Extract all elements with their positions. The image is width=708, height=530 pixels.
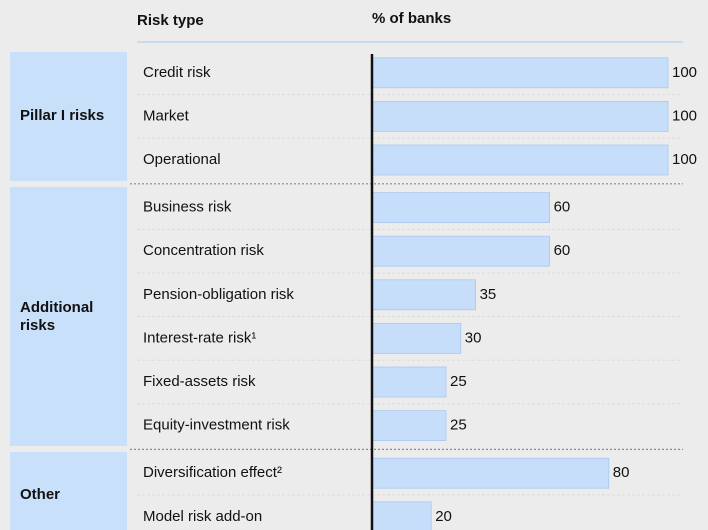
value-label: 60 [554,242,571,259]
bar [371,235,551,267]
bar [371,144,669,176]
category-label: Diversification effect² [143,464,282,481]
bar [371,279,476,311]
category-label: Credit risk [143,64,211,81]
category-label: Concentration risk [143,242,264,259]
value-label: 20 [435,508,452,525]
value-label: 25 [450,417,467,434]
value-label: 30 [465,329,482,346]
category-label: Equity-investment risk [143,417,290,434]
category-label: Market [143,107,190,124]
value-label: 35 [480,286,497,303]
bar [371,192,551,224]
bar [371,57,669,89]
value-label: 60 [554,199,571,216]
bar [371,322,462,354]
category-label: Operational [143,151,221,168]
bar [371,457,610,489]
value-label: 100 [672,107,697,124]
group-label: Other [10,452,127,530]
category-label: Fixed-assets risk [143,373,256,390]
value-label: 25 [450,373,467,390]
category-label: Model risk add-on [143,508,262,525]
bar [371,410,447,442]
category-label: Interest-rate risk¹ [143,329,256,346]
bar [371,101,669,132]
category-header: Risk type [137,12,204,29]
category-label: Business risk [143,199,232,216]
value-label: 100 [672,151,697,168]
value-label: 80 [613,464,630,481]
bar [371,501,432,530]
bar [371,366,447,398]
group-label: Additional risks [10,186,127,447]
value-label: 100 [672,64,697,81]
group-label: Pillar I risks [10,52,127,181]
value-header: % of banks [372,10,451,27]
category-label: Pension-obligation risk [143,286,294,303]
